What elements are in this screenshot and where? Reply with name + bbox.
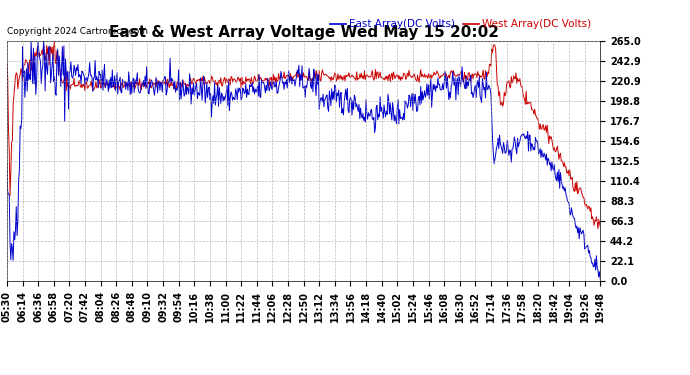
Line: West Array(DC Volts): West Array(DC Volts) xyxy=(7,41,600,229)
Line: East Array(DC Volts): East Array(DC Volts) xyxy=(7,41,600,279)
East Array(DC Volts) xyxy=(27,39,35,44)
East Array(DC Volts) xyxy=(210,101,218,105)
Legend: East Array(DC Volts), West Array(DC Volts): East Array(DC Volts), West Array(DC Volt… xyxy=(326,15,595,34)
East Array(DC Volts) xyxy=(181,92,189,96)
West Array(DC Volts) xyxy=(596,224,604,229)
West Array(DC Volts) xyxy=(50,39,59,44)
West Array(DC Volts) xyxy=(210,80,218,84)
East Array(DC Volts) xyxy=(3,161,11,166)
East Array(DC Volts) xyxy=(596,277,604,282)
East Array(DC Volts) xyxy=(184,87,193,91)
West Array(DC Volts) xyxy=(495,90,504,94)
Title: East & West Array Voltage Wed May 15 20:02: East & West Array Voltage Wed May 15 20:… xyxy=(108,25,499,40)
West Array(DC Volts) xyxy=(501,93,509,98)
West Array(DC Volts) xyxy=(544,132,552,136)
West Array(DC Volts) xyxy=(3,61,11,65)
West Array(DC Volts) xyxy=(181,81,189,86)
East Array(DC Volts) xyxy=(501,151,509,155)
East Array(DC Volts) xyxy=(495,133,504,137)
Text: Copyright 2024 Cartronics.com: Copyright 2024 Cartronics.com xyxy=(7,27,148,36)
East Array(DC Volts) xyxy=(544,156,552,161)
West Array(DC Volts) xyxy=(594,226,602,231)
West Array(DC Volts) xyxy=(184,83,193,87)
